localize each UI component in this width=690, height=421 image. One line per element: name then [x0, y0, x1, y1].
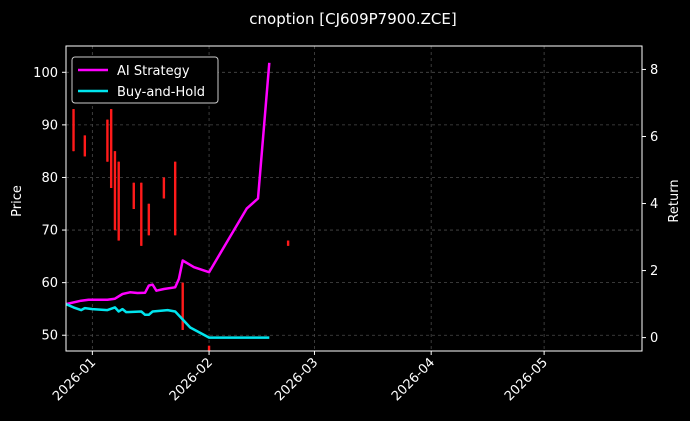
axes-frame: [65, 45, 643, 352]
y-left-tick-label: 100: [33, 66, 58, 81]
candle-body: [106, 119, 109, 162]
y-right-tick-label: 6: [650, 130, 658, 145]
candle-body: [162, 177, 166, 199]
candle-body: [113, 151, 117, 231]
y-right-tick-label: 8: [650, 63, 658, 78]
candle-body: [207, 345, 211, 351]
legend: AI Strategy Buy-and-Hold: [71, 56, 219, 104]
y-left-tick-label: 50: [41, 329, 58, 344]
candle-body: [83, 135, 87, 157]
candle-body: [117, 161, 120, 241]
candle-body: [140, 182, 143, 246]
y-left-tick-label: 90: [41, 118, 58, 133]
series-layer: [65, 62, 271, 339]
y-axis-right-label: Return: [667, 179, 682, 222]
chart-title: cnoption [CJ609P7900.ZCE]: [249, 10, 456, 28]
series-line-buy-and-hold: [65, 302, 270, 339]
y-left-tick-label: 60: [41, 276, 58, 291]
candle-layer: [72, 109, 290, 351]
legend-label-buy-and-hold: Buy-and-Hold: [117, 85, 205, 100]
y-right-tick-label: 2: [650, 264, 658, 279]
y-axis-left-label: Price: [10, 185, 25, 217]
y-right-tick-label: 4: [650, 197, 658, 212]
candle-body: [132, 182, 135, 210]
y-right-tick-label: 0: [650, 331, 658, 346]
candle-body: [147, 203, 151, 236]
candle-body: [109, 109, 113, 188]
legend-frame: [71, 56, 219, 104]
candle-body: [181, 282, 184, 330]
series-line-ai-strategy: [65, 62, 271, 306]
candle-body: [286, 240, 290, 246]
legend-label-ai-strategy: AI Strategy: [117, 64, 190, 79]
y-left-tick-label: 70: [41, 224, 58, 239]
y-left-tick-label: 80: [41, 171, 58, 186]
candle-body: [173, 161, 177, 236]
candle-body: [72, 109, 75, 152]
